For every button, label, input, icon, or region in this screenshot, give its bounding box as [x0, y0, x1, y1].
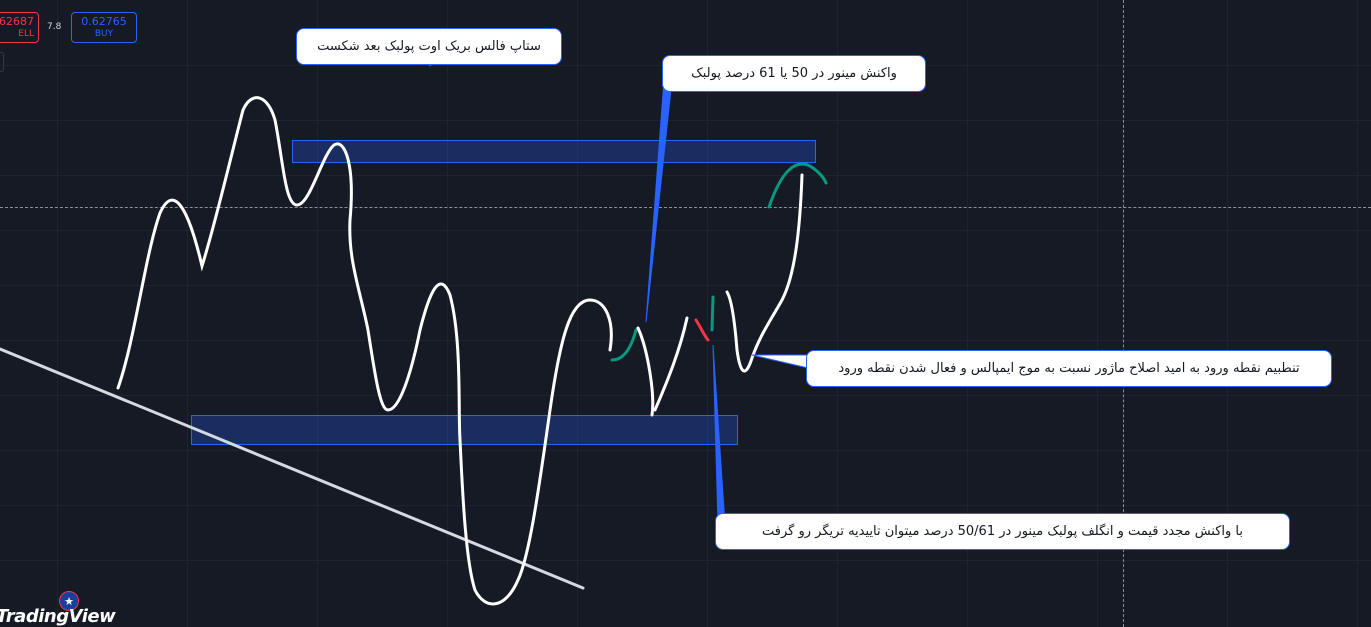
red-stroke [694, 318, 710, 342]
grid-line [0, 175, 1371, 176]
grid-line [837, 0, 838, 627]
spread-value: 7.8 [47, 22, 62, 32]
support-zone[interactable] [191, 415, 738, 445]
callout-trigger-confirmation-text: با واکنش مجدد قیمت و انگلف پولبک مینور د… [762, 524, 1243, 539]
green-arc [767, 162, 828, 209]
callout-minor-reaction-text: واکنش مینور در 50 یا 61 درصد پولبک [691, 66, 897, 81]
green-stroke-vertical [710, 295, 715, 332]
au-flag-icon: ★ [59, 591, 79, 611]
grid-line [0, 285, 1371, 286]
grid-line [187, 0, 188, 627]
callout-setup[interactable]: ستاپ فالس بریک اوت پولبک بعد شکست [296, 28, 562, 65]
grid-line [0, 395, 1371, 396]
grid-line [1097, 0, 1098, 627]
price-path [116, 96, 613, 606]
price-path-mid-up [653, 316, 689, 412]
buy-price: 0.62765 [81, 15, 127, 28]
callout-minor-reaction[interactable]: واکنش مینور در 50 یا 61 درصد پولبک [662, 55, 926, 92]
grid-line [0, 340, 1371, 341]
grid-line [0, 450, 1371, 451]
grid-line [0, 560, 1371, 561]
crosshair-horizontal [0, 207, 1371, 208]
sell-button[interactable]: 62687 ELL [0, 12, 39, 43]
collapse-toggle[interactable] [0, 52, 4, 72]
grid-line [317, 0, 318, 627]
logo-text: TradingView [0, 606, 116, 627]
grid-line [1357, 0, 1358, 627]
crosshair-vertical [1123, 0, 1124, 627]
grid-line [0, 505, 1371, 506]
price-path-mid [636, 326, 655, 417]
green-stroke-small [610, 328, 638, 362]
grid-line [447, 0, 448, 627]
price-path-right [725, 173, 804, 373]
pointer-top-right [645, 79, 673, 323]
pointer-middle-right [751, 354, 809, 369]
buy-label: BUY [94, 29, 114, 39]
grid-line [0, 120, 1371, 121]
grid-line [967, 0, 968, 627]
grid-line [577, 0, 578, 627]
pointer-bottom-right [712, 344, 726, 526]
tradingview-logo: TradingView [0, 606, 116, 627]
callout-entry-point[interactable]: تنطبیم نقطه ورود به امید اصلاح ماژور نسب… [806, 350, 1332, 387]
callout-trigger-confirmation[interactable]: با واکنش مجدد قیمت و انگلف پولبک مینور د… [715, 513, 1290, 550]
trend-line [0, 347, 585, 590]
sell-price: 62687 [0, 15, 34, 28]
sell-label: ELL [18, 29, 34, 39]
grid-line [707, 0, 708, 627]
callout-entry-point-text: تنطبیم نقطه ورود به امید اصلاح ماژور نسب… [838, 361, 1300, 376]
grid-line [0, 230, 1371, 231]
grid-line [57, 0, 58, 627]
callout-setup-text: ستاپ فالس بریک اوت پولبک بعد شکست [317, 39, 541, 54]
buy-button[interactable]: 0.62765 BUY [71, 12, 137, 43]
resistance-zone[interactable] [292, 140, 816, 163]
grid-line [1227, 0, 1228, 627]
